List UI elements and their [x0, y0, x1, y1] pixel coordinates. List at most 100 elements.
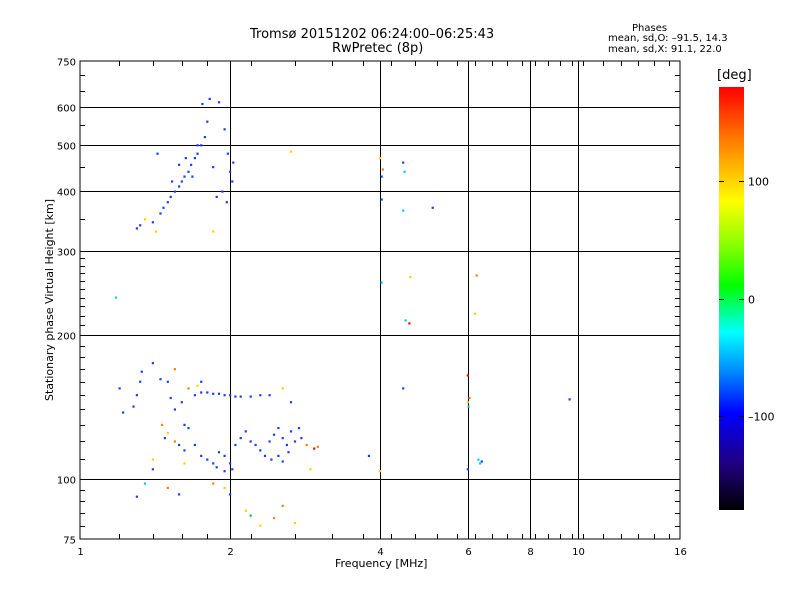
- data-point: [466, 401, 469, 404]
- data-point: [173, 408, 176, 411]
- data-point: [225, 201, 228, 204]
- data-point: [223, 486, 226, 489]
- data-point: [409, 276, 412, 279]
- data-point: [132, 405, 135, 408]
- y-tick-label: 300: [57, 248, 76, 259]
- data-point: [289, 150, 293, 153]
- data-point: [473, 312, 476, 315]
- data-point: [193, 443, 196, 447]
- data-point: [206, 120, 209, 123]
- title-station-time: Tromsø 20151202 06:24:00–06:25:43: [250, 27, 495, 42]
- data-point: [380, 198, 383, 201]
- data-point: [281, 504, 284, 507]
- data-point: [289, 401, 293, 404]
- data-point: [187, 387, 190, 390]
- data-point: [477, 458, 480, 461]
- data-point: [316, 445, 319, 448]
- phases-o-mode-stats: mean, sd,O: –91.5, 14.3: [608, 33, 728, 44]
- data-point: [379, 470, 382, 473]
- data-point: [200, 380, 203, 383]
- data-point: [408, 322, 411, 325]
- data-point: [212, 482, 215, 485]
- data-point: [223, 454, 226, 457]
- y-tick-label: 100: [57, 476, 76, 487]
- data-point: [232, 161, 235, 164]
- data-point: [159, 378, 162, 381]
- data-point: [156, 152, 159, 155]
- data-point: [223, 470, 226, 473]
- data-point: [281, 437, 284, 440]
- x-tick-label: 1: [77, 547, 83, 558]
- data-point: [293, 522, 297, 525]
- data-point: [259, 394, 262, 397]
- data-point: [200, 454, 203, 457]
- data-point: [135, 495, 138, 498]
- data-point: [270, 458, 273, 461]
- y-tick-label: 500: [57, 142, 76, 153]
- data-point: [244, 430, 247, 433]
- y-tick-label: 200: [57, 332, 76, 343]
- data-point: [139, 380, 142, 383]
- data-point: [163, 437, 166, 440]
- plot-frame: [79, 60, 681, 540]
- data-point: [239, 437, 242, 440]
- data-point: [259, 449, 262, 452]
- y-tick-label: 75: [63, 536, 76, 547]
- y-axis-label: Stationary phase Virtual Height [km]: [43, 198, 56, 402]
- data-point: [313, 447, 316, 450]
- data-point: [122, 411, 125, 414]
- data-point: [239, 395, 242, 398]
- data-point: [229, 493, 232, 496]
- x-tick-label: 8: [527, 547, 533, 558]
- data-point: [215, 466, 218, 469]
- data-point: [183, 462, 186, 465]
- data-point: [114, 296, 117, 299]
- data-point: [135, 227, 138, 230]
- axis-tick-labels: 1 2 4 6 8 10 16 75 100 200 300 400 500 600 750: [57, 58, 687, 559]
- data-point: [187, 427, 190, 430]
- data-point: [200, 144, 203, 147]
- data-point: [178, 185, 181, 188]
- y-tick-label: 400: [57, 188, 76, 199]
- data-point: [217, 101, 221, 104]
- data-point: [268, 440, 271, 443]
- data-point: [568, 398, 571, 401]
- data-point: [187, 170, 190, 173]
- data-point: [281, 387, 284, 390]
- data-point: [201, 102, 204, 106]
- data-point: [135, 394, 138, 397]
- data-point: [259, 524, 262, 527]
- data-point: [380, 175, 383, 178]
- data-point: [466, 374, 469, 377]
- data-point: [403, 170, 406, 173]
- data-point: [169, 396, 172, 400]
- data-point: [402, 161, 405, 164]
- data-point: [404, 319, 407, 322]
- data-point: [300, 437, 303, 440]
- data-point: [249, 440, 252, 443]
- data-point: [193, 394, 196, 397]
- data-point: [380, 281, 383, 284]
- x-axis-label: Frequency [MHz]: [335, 557, 428, 570]
- data-point: [196, 152, 199, 155]
- data-point: [200, 391, 203, 394]
- data-point: [162, 206, 165, 209]
- data-point: [178, 163, 181, 166]
- data-points: [114, 97, 571, 527]
- data-point: [281, 460, 284, 463]
- data-point: [467, 405, 470, 408]
- data-point: [234, 395, 237, 398]
- data-point: [178, 443, 181, 447]
- data-point: [169, 195, 172, 198]
- data-point: [480, 460, 483, 463]
- data-point: [160, 423, 164, 426]
- data-point: [231, 468, 234, 471]
- data-point: [166, 380, 169, 383]
- data-point: [203, 136, 206, 139]
- phases-x-mode-stats: mean, sd,X: 91.1, 22.0: [608, 44, 722, 55]
- data-point: [217, 451, 221, 454]
- data-point: [206, 458, 209, 461]
- phase-colorbar: [719, 87, 744, 510]
- data-point: [159, 212, 162, 215]
- data-point: [215, 195, 218, 198]
